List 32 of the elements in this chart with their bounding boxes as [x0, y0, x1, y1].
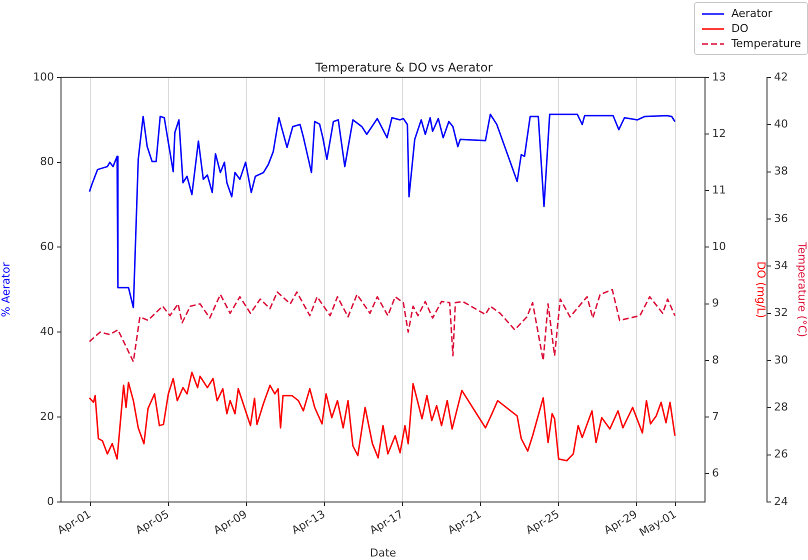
x-axis-title: Date: [370, 546, 396, 560]
legend-label: DO: [731, 22, 748, 35]
y-tick-label: 0: [47, 494, 54, 508]
y3-tick-label: 30: [774, 353, 788, 366]
y2-tick-label: 13: [712, 70, 726, 84]
y3-tick-label: 34: [774, 258, 788, 272]
y2-tick-label: 10: [712, 240, 726, 254]
y3-tick-label: 28: [774, 400, 788, 414]
y2-tick-label: 12: [712, 126, 726, 140]
y3-tick-label: 32: [774, 306, 788, 320]
y-tick-label: 20: [40, 410, 54, 423]
y3-axis-title: Temperature (°C): [796, 241, 808, 338]
y2-axis-title: DO (mg/L): [754, 261, 768, 318]
y3-tick-label: 40: [774, 117, 788, 130]
y-tick-label: 40: [40, 325, 54, 338]
y2-tick-label: 6: [712, 466, 719, 480]
y2-tick-label: 8: [712, 353, 719, 366]
y3-tick-label: 24: [774, 494, 788, 508]
y-axis-title: % Aerator: [0, 262, 12, 318]
y3-tick-label: 42: [774, 70, 788, 84]
chart-title: Temperature & DO vs Aerator: [314, 60, 493, 74]
y-tick-label: 60: [40, 240, 54, 254]
legend-label: Temperature: [731, 37, 801, 50]
y2-tick-label: 7: [712, 410, 719, 423]
y2-tick-label: 9: [712, 296, 719, 310]
y3-tick-label: 36: [774, 212, 788, 225]
legend-label: Aerator: [731, 7, 772, 20]
y-tick-label: 80: [40, 155, 54, 168]
y3-tick-label: 26: [774, 448, 788, 461]
y3-tick-label: 38: [774, 164, 788, 178]
y-tick-label: 100: [33, 70, 54, 84]
y2-tick-label: 11: [712, 183, 726, 196]
